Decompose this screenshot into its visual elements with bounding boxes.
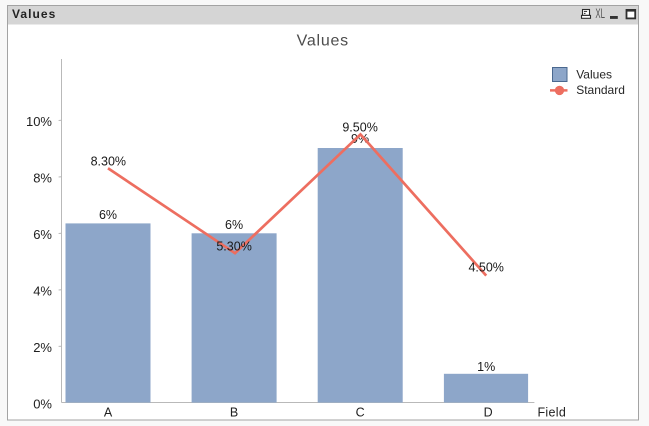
svg-text:2%: 2% bbox=[33, 340, 52, 355]
svg-text:5.30%: 5.30% bbox=[216, 240, 251, 254]
svg-text:B: B bbox=[230, 406, 238, 420]
svg-text:Field: Field bbox=[538, 406, 567, 420]
svg-text:6%: 6% bbox=[225, 218, 243, 232]
svg-text:Values: Values bbox=[12, 7, 56, 21]
svg-text:XL: XL bbox=[595, 6, 605, 21]
svg-text:Values: Values bbox=[297, 33, 349, 50]
svg-text:9.50%: 9.50% bbox=[342, 120, 377, 134]
svg-text:4.50%: 4.50% bbox=[468, 261, 503, 275]
svg-text:8%: 8% bbox=[33, 171, 52, 186]
svg-text:D: D bbox=[484, 406, 493, 420]
svg-text:6%: 6% bbox=[33, 227, 52, 242]
svg-text:0%: 0% bbox=[33, 396, 52, 411]
svg-text:10%: 10% bbox=[26, 114, 52, 129]
svg-text:Values: Values bbox=[576, 67, 612, 81]
svg-text:4%: 4% bbox=[33, 284, 52, 299]
svg-text:1%: 1% bbox=[477, 360, 495, 374]
svg-text:6%: 6% bbox=[99, 208, 117, 222]
svg-text:A: A bbox=[104, 406, 113, 420]
svg-text:Standard: Standard bbox=[576, 83, 625, 97]
svg-text:C: C bbox=[356, 406, 365, 420]
svg-text:9%: 9% bbox=[351, 132, 369, 146]
svg-text:8.30%: 8.30% bbox=[91, 154, 126, 168]
